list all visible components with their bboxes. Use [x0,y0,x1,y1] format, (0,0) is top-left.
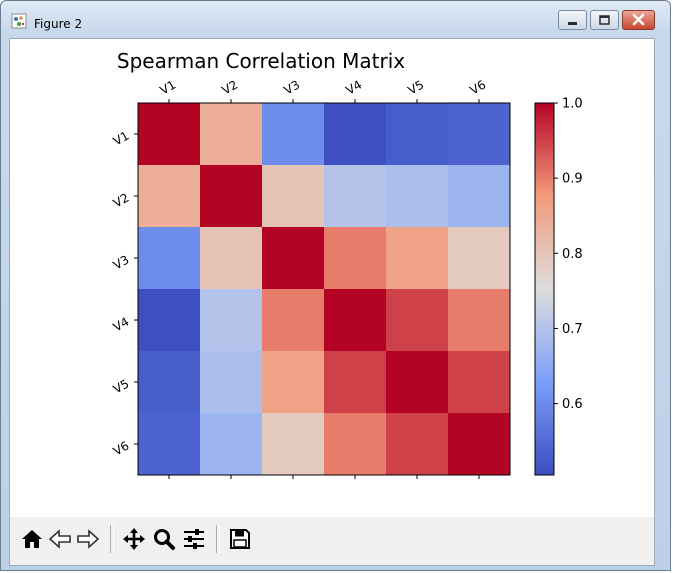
zoom-icon [154,529,175,550]
heatmap-cell [324,165,387,228]
maximize-button[interactable] [590,10,619,30]
heatmap-cell [200,227,263,290]
figure-client-area: Spearman Correlation Matrix V1 V2 V3 V4 V5 V6… [9,38,655,566]
heatmap-cell [200,103,263,166]
heatmap-cell [138,413,201,476]
heatmap-cell [324,413,387,476]
heatmap-cell [200,289,263,352]
close-button[interactable] [622,10,655,30]
heatmap-cell [386,103,449,166]
y-tick-label: V5 [111,376,132,396]
heatmap-cell [324,227,387,290]
x-ticks: V1 V2 V3 V4 V5 V6 [158,78,489,479]
heatmap-cell [386,289,449,352]
heatmap-cell [262,103,325,166]
heatmap-cell [138,227,201,290]
heatmap-cell [448,413,511,476]
maximize-icon [599,15,610,25]
y-tick-label: V3 [111,252,132,272]
heatmap-cell [200,351,263,414]
y-tick-label: V1 [111,128,132,148]
x-tick-label: V5 [406,78,427,98]
close-icon [632,13,645,26]
home-button[interactable] [18,525,46,553]
heatmap-cell [138,351,201,414]
zoom-button[interactable] [150,525,178,553]
x-tick-label: V4 [344,78,365,98]
minimize-button[interactable] [558,10,587,30]
heatmap-cell [324,289,387,352]
save-icon [230,529,250,549]
heatmap-cell [448,103,511,166]
heatmap-cell [200,165,263,228]
forward-arrow-icon [77,529,100,549]
heatmap-cell [138,165,201,228]
heatmap-cell [448,165,511,228]
heatmap-cell [448,289,511,352]
heatmap-cell [138,289,201,352]
colorbar [534,102,555,476]
back-button[interactable] [46,525,74,553]
subplots-config-icon [184,529,204,549]
heatmap-cell [262,413,325,476]
heatmap-frame [137,102,511,476]
figure-canvas[interactable]: Spearman Correlation Matrix V1 V2 V3 V4 V5 V6… [10,39,654,517]
chart-title: Spearman Correlation Matrix [117,49,405,73]
heatmap-cell [386,351,449,414]
y-tick-label: V2 [111,190,132,210]
heatmap-cell [262,165,325,228]
heatmap-cell [448,227,511,290]
heatmap-cell [324,351,387,414]
colorbar-tick-label: 0.6 [562,397,583,412]
colorbar-tick-label: 1.0 [562,97,583,112]
x-tick-label: V3 [282,78,303,98]
home-icon [22,530,42,548]
minimize-icon [568,22,577,25]
heatmap-cell [324,103,387,166]
y-tick-label: V4 [111,314,132,334]
pan-icon [123,528,145,550]
back-arrow-icon [48,529,71,549]
heatmap-cells [138,103,511,476]
heatmap-cell [386,227,449,290]
heatmap-cell [386,165,449,228]
window-title: Figure 2 [34,17,83,31]
x-tick-label: V1 [158,78,179,98]
navigation-toolbar [10,517,654,565]
toolbar-separator [110,525,114,553]
correlation-heatmap-chart: Spearman Correlation Matrix V1 V2 V3 V4 V5 V6… [111,49,583,479]
heatmap-cell [138,103,201,166]
colorbar-tick-label: 0.7 [562,322,583,337]
title-bar[interactable]: Figure 2 [1,1,670,37]
save-button[interactable] [226,525,254,553]
y-tick-label: V6 [111,438,132,458]
heatmap-cell [262,351,325,414]
heatmap-cell [200,413,263,476]
heatmap-cell [262,227,325,290]
heatmap-cell [448,351,511,414]
pan-button[interactable] [120,525,148,553]
colorbar-tick-label: 0.9 [562,172,583,187]
colorbar-tick-label: 0.8 [562,247,583,262]
heatmap-cell [262,289,325,352]
colorbar-ticks: 0.6 0.7 0.8 0.9 1.0 [554,97,583,412]
x-tick-label: V2 [220,78,241,98]
x-tick-label: V6 [468,78,489,98]
subplots-button[interactable] [180,525,208,553]
heatmap-cell [386,413,449,476]
toolbar-separator [216,525,220,553]
forward-button[interactable] [74,525,102,553]
matplotlib-figure-icon [11,13,27,29]
y-ticks: V1 V2 V3 V4 V5 V6 [111,128,138,459]
